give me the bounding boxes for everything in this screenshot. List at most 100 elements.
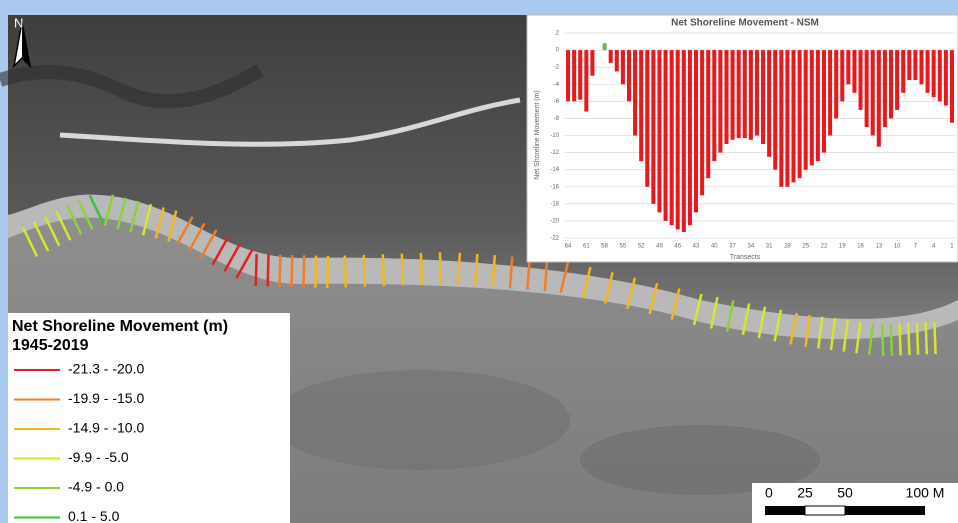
transect: [402, 254, 403, 286]
transect: [345, 256, 346, 288]
transect: [383, 254, 384, 286]
x-tick-label: 64: [565, 244, 572, 250]
bar: [633, 50, 637, 135]
bar: [755, 50, 759, 135]
bar: [590, 50, 594, 76]
scale-segment: [845, 506, 925, 515]
bar: [578, 50, 582, 100]
bar: [822, 50, 826, 153]
bar: [877, 50, 881, 147]
bar: [724, 50, 728, 144]
bar: [859, 50, 863, 110]
legend-label: -21.3 - -20.0: [68, 361, 144, 377]
scale-segment: [765, 506, 805, 515]
x-tick-label: 10: [894, 244, 901, 250]
bar: [737, 50, 741, 138]
map: N Net Shoreline Movement - NSM Transects…: [0, 0, 958, 523]
bar: [676, 50, 680, 229]
bar: [688, 50, 692, 225]
transect: [303, 255, 304, 287]
bar: [834, 50, 838, 118]
bar: [792, 50, 796, 182]
bar: [731, 50, 735, 140]
x-tick-label: 46: [674, 244, 681, 250]
bar: [639, 50, 643, 161]
bar: [865, 50, 869, 127]
x-tick-label: 31: [766, 244, 773, 250]
x-axis-label: Transects: [730, 254, 761, 261]
bar: [913, 50, 917, 80]
x-tick-label: 43: [693, 244, 700, 250]
transect: [934, 322, 935, 354]
bar: [798, 50, 802, 178]
transect: [327, 256, 328, 288]
y-tick-label: -2: [554, 65, 560, 71]
x-tick-label: 55: [620, 244, 627, 250]
bar: [901, 50, 905, 93]
bar: [785, 50, 789, 187]
legend-label: 0.1 - 5.0: [68, 508, 120, 523]
scale-segment: [805, 506, 845, 515]
bar: [621, 50, 625, 84]
legend-label: -9.9 - -5.0: [68, 449, 129, 465]
transect: [280, 255, 281, 287]
bar: [627, 50, 631, 101]
x-tick-label: 25: [802, 244, 809, 250]
y-tick-label: -14: [550, 167, 559, 173]
bar: [889, 50, 893, 118]
scale-label: 25: [797, 485, 813, 501]
page: {"north_arrow": "N", "legend": {"title":…: [0, 0, 958, 523]
y-tick-label: -16: [550, 184, 559, 190]
bar: [828, 50, 832, 135]
scale-label: 0: [765, 485, 773, 501]
x-tick-label: 40: [711, 244, 718, 250]
bar: [883, 50, 887, 127]
bar: [712, 50, 716, 161]
bar: [840, 50, 844, 101]
bar: [932, 50, 936, 97]
bar: [609, 50, 613, 63]
bar: [651, 50, 655, 204]
bar: [743, 50, 747, 138]
x-tick-label: 58: [601, 244, 608, 250]
transect: [899, 323, 900, 355]
north-label: N: [14, 15, 23, 30]
bar: [645, 50, 649, 187]
bar: [718, 50, 722, 153]
transect: [421, 253, 422, 285]
x-tick-label: 28: [784, 244, 791, 250]
chart-title: Net Shoreline Movement - NSM: [671, 18, 819, 29]
legend-label: -4.9 - 0.0: [68, 479, 124, 495]
bar: [816, 50, 820, 161]
bar: [700, 50, 704, 195]
bar: [895, 50, 899, 110]
bar: [767, 50, 771, 157]
transect: [882, 324, 883, 356]
bar: [664, 50, 668, 221]
bar: [584, 50, 588, 111]
bar: [657, 50, 661, 212]
y-tick-label: -8: [554, 116, 560, 122]
transect: [440, 252, 441, 284]
scale-label: 100 M: [906, 485, 945, 501]
transect: [891, 324, 892, 356]
y-tick-label: -6: [554, 99, 560, 105]
bar: [773, 50, 777, 170]
bar: [615, 50, 619, 71]
x-tick-label: 49: [656, 244, 663, 250]
bar: [566, 50, 570, 101]
x-tick-label: 52: [638, 244, 645, 250]
y-axis-label: Net Shoreline Movement (m): [534, 90, 541, 179]
x-tick-label: 61: [583, 244, 590, 250]
bar: [852, 50, 856, 93]
bar: [682, 50, 686, 232]
bar: [603, 43, 607, 50]
y-tick-label: -4: [554, 82, 560, 88]
legend-title: Net Shoreline Movement (m): [12, 318, 228, 335]
legend-label: -19.9 - -15.0: [68, 390, 144, 406]
y-tick-label: -22: [550, 236, 559, 242]
bar: [871, 50, 875, 135]
x-tick-label: 19: [839, 244, 846, 250]
legend-period: 1945-2019: [12, 337, 89, 354]
transect: [364, 255, 365, 287]
